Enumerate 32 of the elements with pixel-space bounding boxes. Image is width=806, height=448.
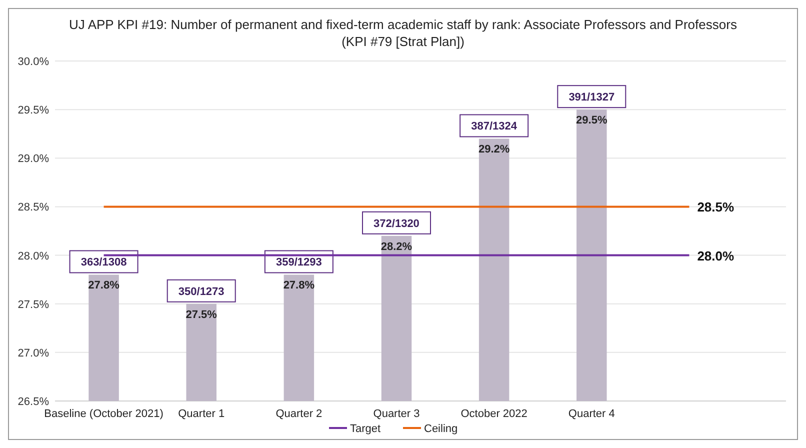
y-tick-label: 28.5% bbox=[18, 202, 50, 214]
x-tick-label: October 2022 bbox=[460, 408, 528, 420]
y-tick-label: 27.5% bbox=[18, 298, 50, 311]
chart-title: UJ APP KPI #19: Number of permanent and fixed-term academic staff by rank: Associate Professors and Professors bbox=[69, 17, 738, 32]
legend-label: Target bbox=[350, 423, 381, 435]
annotation: 359/1293 bbox=[276, 256, 322, 269]
x-tick-label: Quarter 3 bbox=[373, 408, 420, 420]
legend-label: Ceiling bbox=[424, 423, 458, 435]
chart-subtitle: (KPI #79 [Strat Plan]) bbox=[342, 34, 464, 49]
annotation: 387/1324 bbox=[471, 120, 518, 133]
y-tick-label: 26.5% bbox=[18, 396, 50, 408]
annotation: 363/1308 bbox=[80, 256, 127, 269]
annotation: 350/1273 bbox=[178, 286, 224, 298]
y-tick-label: 30.0% bbox=[18, 56, 50, 68]
annotation: 391/1327 bbox=[568, 92, 615, 104]
data-label: 29.5% bbox=[576, 114, 608, 127]
data-label: 27.8% bbox=[283, 280, 315, 292]
data-label: 28.0% bbox=[697, 248, 735, 264]
data-label: 28.2% bbox=[380, 240, 412, 253]
annotation: 372/1320 bbox=[374, 218, 420, 230]
data-label: 27.5% bbox=[186, 308, 218, 321]
y-tick-label: 28.0% bbox=[18, 250, 50, 262]
data-label: 27.8% bbox=[88, 280, 120, 292]
y-tick-label: 27.0% bbox=[18, 347, 50, 360]
y-tick-label: 29.0% bbox=[18, 153, 50, 166]
data-label: 29.2% bbox=[478, 144, 510, 156]
x-tick-label: Baseline (October 2021) bbox=[44, 408, 164, 420]
data-label: 28.5% bbox=[697, 200, 735, 215]
x-tick-label: Quarter 2 bbox=[276, 408, 322, 420]
x-tick-label: Quarter 1 bbox=[178, 408, 225, 420]
y-tick-label: 29.5% bbox=[18, 104, 50, 117]
x-tick-label: Quarter 4 bbox=[568, 408, 615, 420]
